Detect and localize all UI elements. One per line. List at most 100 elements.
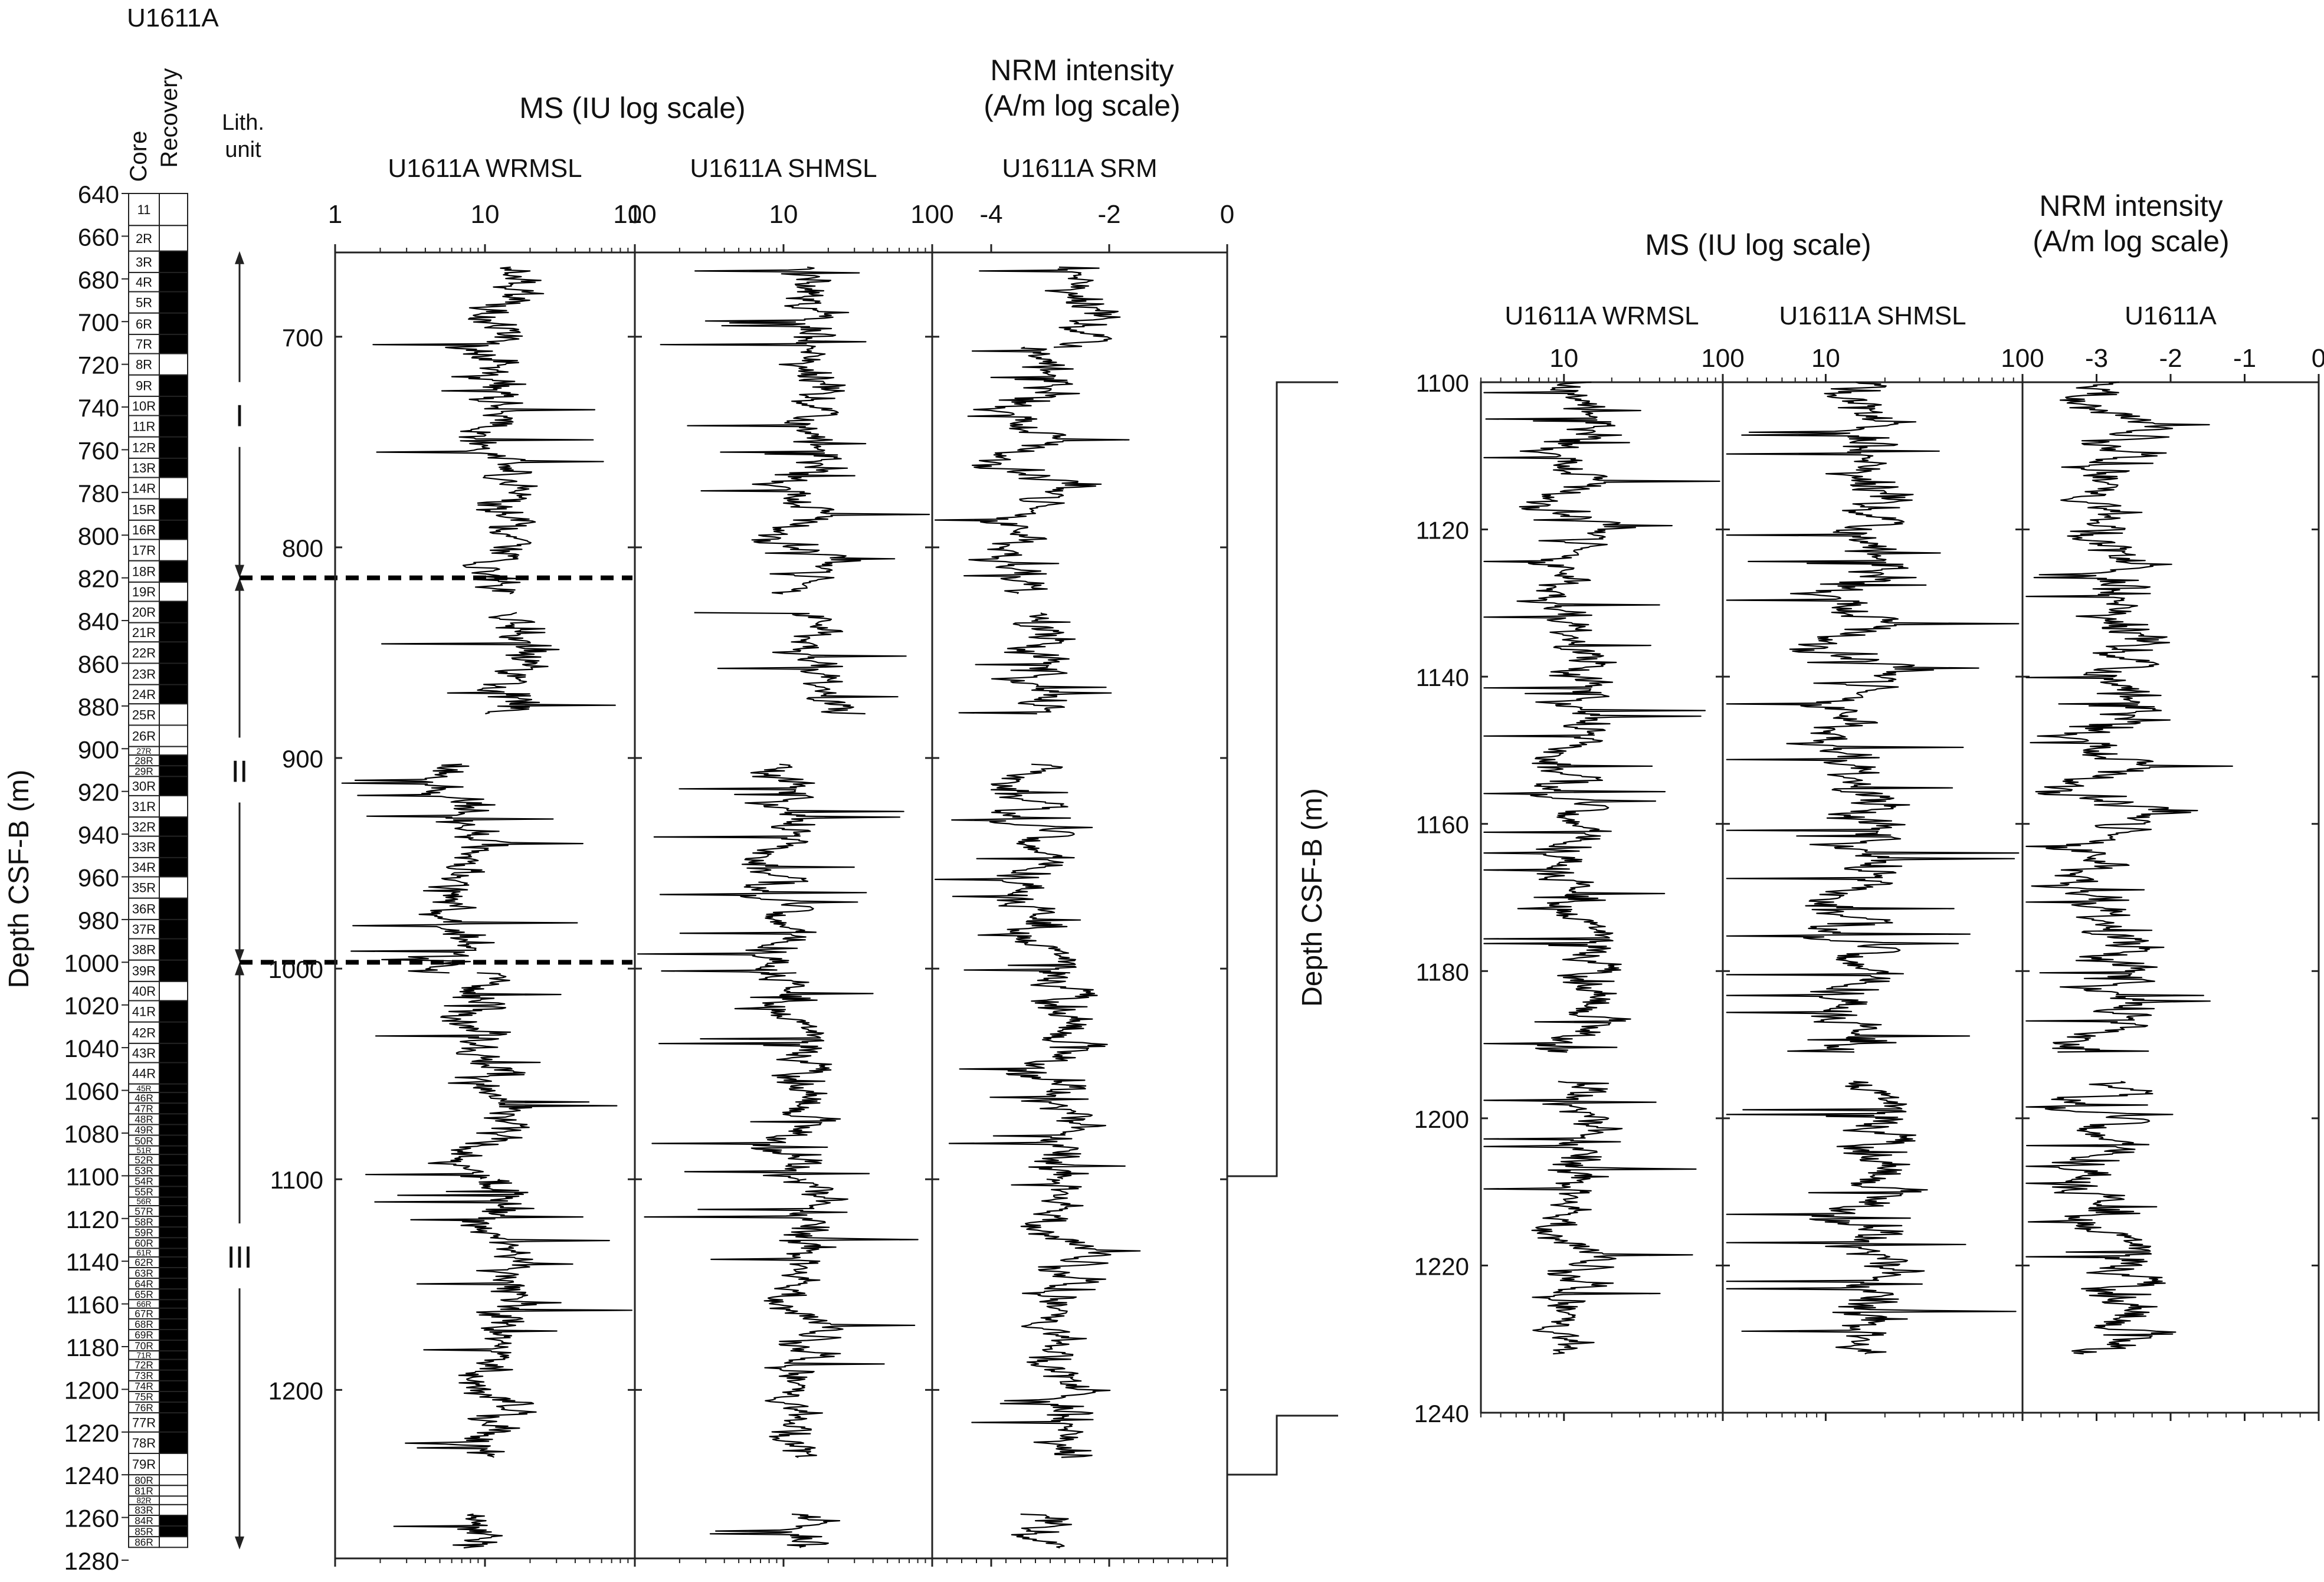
recovery-cell xyxy=(159,622,188,643)
recovery-cell xyxy=(159,1358,188,1371)
recovery-cell xyxy=(159,1495,188,1505)
recovery-cell xyxy=(159,1369,188,1381)
recovery-cell xyxy=(159,1329,188,1341)
depth-tick-label: 760 xyxy=(78,436,119,464)
recovery-cell xyxy=(159,353,188,376)
core-label: 61R xyxy=(136,1249,151,1258)
recovery-cell xyxy=(159,703,188,726)
core-cell xyxy=(128,353,160,376)
depth-tick-label: 1200 xyxy=(268,1377,323,1404)
core-cell xyxy=(128,776,160,796)
core-label: 21R xyxy=(132,625,156,640)
core-label: 33R xyxy=(132,840,156,855)
core-label: 17R xyxy=(132,543,156,558)
recovery-cell xyxy=(159,1278,188,1290)
recovery-cell xyxy=(159,1307,188,1320)
recovery-cell xyxy=(159,1102,188,1115)
zoom-connector-bottom xyxy=(1227,1414,1338,1476)
core-label: 66R xyxy=(136,1300,151,1309)
log-trace-u1611a xyxy=(2025,381,2233,1053)
core-cell xyxy=(128,662,160,685)
recovery-cell xyxy=(159,918,188,940)
recovery-cell xyxy=(159,1390,188,1403)
core-recovery-column: Core Recovery Lith. unit Depth CSF-B (m) 640 6… xyxy=(4,68,632,1575)
track-frame xyxy=(931,251,1228,1560)
depth-tick-label: 640 xyxy=(78,180,119,208)
zoom-connector-lines xyxy=(1227,381,1338,1476)
depth-tick-label: 740 xyxy=(78,394,119,422)
recovery-cell xyxy=(159,1226,188,1239)
core-cell xyxy=(128,918,160,940)
core-label: 5R xyxy=(136,296,152,310)
core-label: 75R xyxy=(135,1391,153,1403)
core-label: 44R xyxy=(132,1066,156,1081)
core-label: 82R xyxy=(136,1496,151,1505)
x-tick-label: -3 xyxy=(2085,344,2108,373)
recovery-cell xyxy=(159,1205,188,1217)
track-frame xyxy=(2021,381,2320,1414)
core-cell xyxy=(128,374,160,397)
recovery-cell xyxy=(159,724,188,747)
recovery-header: Recovery xyxy=(156,68,182,168)
recovery-cell xyxy=(159,662,188,685)
log-trace-u1611a-srm xyxy=(979,266,1121,348)
depth-tick-label: 1000 xyxy=(268,956,323,983)
recovery-cell xyxy=(159,1145,188,1156)
depth-tick-label: 1120 xyxy=(66,1206,119,1233)
core-label: 10R xyxy=(132,399,156,413)
core-label: 8R xyxy=(136,357,152,372)
core-label: 47R xyxy=(135,1102,153,1114)
log-trace-u1611a-wrmsl xyxy=(1483,381,1720,1053)
core-label: 39R xyxy=(132,964,156,979)
core-label: 18R xyxy=(132,564,156,579)
core-label: 53R xyxy=(135,1164,153,1176)
core-label: 6R xyxy=(136,317,152,332)
depth-tick-label: 1080 xyxy=(64,1120,119,1148)
ms-group-title: MS (IU log scale) xyxy=(519,91,745,124)
core-label: 16R xyxy=(132,523,156,537)
depth-tick-label: 1160 xyxy=(66,1291,119,1319)
depth-tick-label: 1140 xyxy=(66,1248,119,1276)
arrow-head-up xyxy=(235,962,244,976)
core-label: 25R xyxy=(132,707,156,722)
recovery-cell xyxy=(159,477,188,500)
recovery-cell xyxy=(159,1380,188,1392)
lith-unit-label: II xyxy=(231,754,248,789)
core-label: 41R xyxy=(132,1004,156,1019)
recovery-cell xyxy=(159,1248,188,1258)
recovery-cell xyxy=(159,333,188,355)
core-label: 42R xyxy=(132,1026,156,1041)
core-label: 64R xyxy=(135,1278,153,1289)
core-label: 71R xyxy=(136,1351,151,1360)
core-label: 9R xyxy=(136,379,152,393)
depth-tick-label: 1240 xyxy=(64,1462,119,1489)
core-cell xyxy=(128,641,160,664)
core-label: 36R xyxy=(132,902,156,917)
core-label: 13R xyxy=(132,461,156,475)
recovery-cell xyxy=(159,312,188,335)
x-tick-label: 1 xyxy=(328,200,342,229)
log-trace-u1611a-shmsl xyxy=(651,972,874,1180)
recovery-cell xyxy=(159,1237,188,1249)
depth-tick-label: 1200 xyxy=(64,1376,119,1404)
core-label: 67R xyxy=(135,1308,153,1320)
log-trace-u1611a-shmsl xyxy=(644,1179,919,1458)
depth-tick-label: 700 xyxy=(282,324,323,352)
core-label: 20R xyxy=(132,605,156,620)
log-trace-u1611a-wrmsl xyxy=(365,972,618,1180)
core-label: 31R xyxy=(132,799,156,814)
recovery-cell xyxy=(159,291,188,314)
recovery-cell xyxy=(159,1021,188,1044)
log-trace-u1611a-shmsl xyxy=(637,763,904,974)
depth-tick-label: 860 xyxy=(78,650,119,678)
x-tick-label: -2 xyxy=(2159,344,2182,373)
core-cell xyxy=(128,600,160,623)
core-label: 24R xyxy=(132,687,156,702)
x-tick-label: -2 xyxy=(1097,200,1120,229)
recovery-cell xyxy=(159,765,188,777)
recovery-cell xyxy=(159,1042,188,1064)
panel-a-full-depth-logs: MS (IU log scale) NRM intensity (A/m log s… xyxy=(268,54,1234,1567)
depth-tick-label: 1240 xyxy=(1414,1400,1469,1427)
core-cell xyxy=(128,684,160,705)
core-label: 58R xyxy=(135,1216,153,1227)
